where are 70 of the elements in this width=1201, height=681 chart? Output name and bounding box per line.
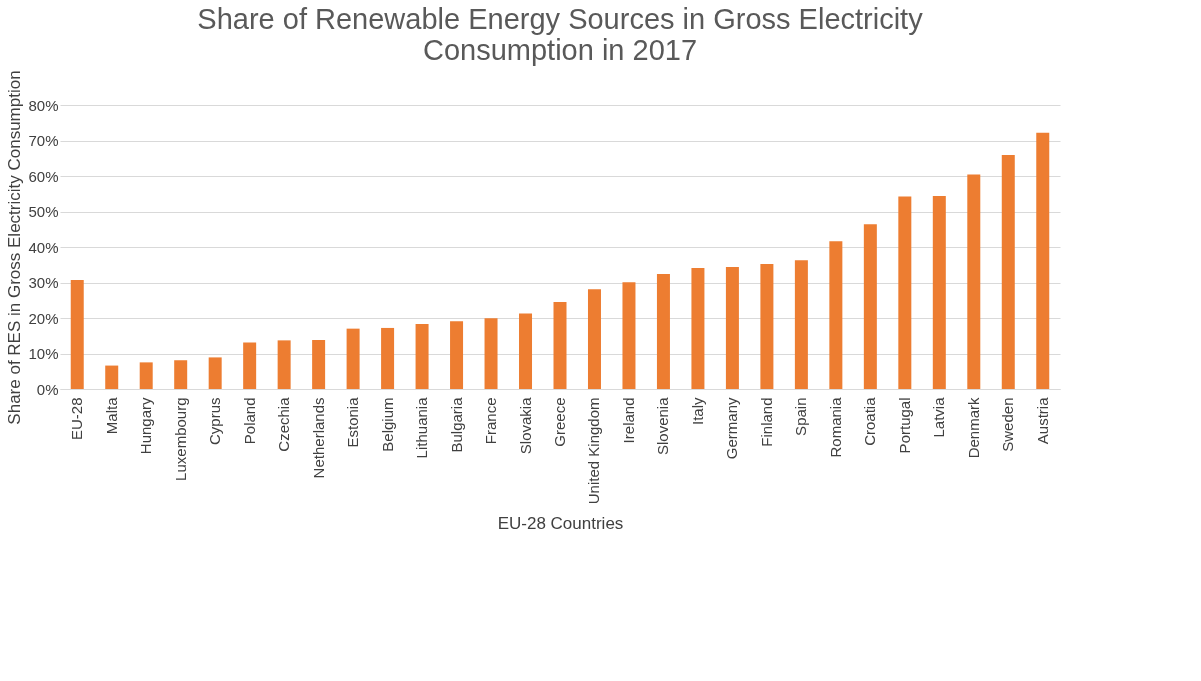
x-tick-label: Germany — [723, 397, 741, 460]
bar — [760, 264, 774, 389]
x-tick-label: Austria — [1033, 396, 1051, 445]
x-tick-label: Lithuania — [413, 396, 431, 459]
x-tick-label: Portugal — [895, 397, 913, 454]
bar — [70, 280, 84, 389]
bar — [484, 318, 498, 389]
x-tick-label: United Kingdom — [585, 397, 603, 505]
x-tick-label: Denmark — [964, 397, 982, 459]
bar — [450, 321, 464, 389]
x-tick-label: Slovakia — [516, 396, 534, 455]
y-tick-label: 40% — [28, 238, 59, 256]
bar — [932, 195, 946, 389]
bar — [967, 174, 981, 389]
bar — [1001, 155, 1015, 389]
x-tick-label: EU-28 — [68, 397, 86, 441]
x-tick-label: Netherlands — [309, 397, 327, 479]
y-tick-label: 10% — [28, 345, 59, 362]
y-tick-label: 50% — [28, 203, 59, 220]
bar — [415, 324, 429, 389]
bar — [794, 260, 808, 389]
bar — [622, 282, 636, 389]
bar — [656, 273, 670, 389]
x-tick-label: Spain — [792, 397, 810, 436]
x-tick-label: Estonia — [344, 396, 362, 448]
x-tick-label: Croatia — [861, 396, 879, 446]
x-tick-label: Bulgaria — [447, 396, 465, 453]
x-tick-label: Romania — [826, 396, 844, 458]
bar — [174, 360, 188, 389]
y-axis-title: Share of RES in Gross Electricity Consumption — [5, 70, 25, 425]
bar — [829, 241, 843, 389]
bar — [1036, 132, 1050, 389]
y-tick-label: 80% — [28, 96, 59, 114]
bar — [691, 267, 705, 389]
x-tick-label: Finland — [757, 397, 775, 447]
x-tick-label: Ireland — [619, 397, 637, 444]
bar — [553, 302, 567, 389]
y-tick-label: 20% — [28, 309, 59, 327]
bar — [105, 365, 119, 389]
x-tick-label: Czechia — [275, 396, 293, 452]
bar — [208, 357, 222, 389]
x-tick-label: Luxembourg — [171, 397, 189, 481]
x-tick-label: Hungary — [137, 397, 155, 455]
x-tick-label: Malta — [102, 396, 120, 435]
bar — [243, 342, 257, 389]
y-tick-label: 60% — [28, 167, 59, 185]
bar — [725, 266, 739, 389]
x-tick-label: Greece — [551, 397, 568, 447]
x-tick-label: Belgium — [378, 397, 396, 452]
y-tick-label: 70% — [28, 132, 59, 149]
y-tick-label: 30% — [28, 274, 59, 291]
bar — [346, 328, 360, 389]
bar — [587, 289, 601, 389]
bar — [277, 340, 291, 389]
x-tick-label: Cyprus — [206, 397, 224, 446]
bar — [863, 224, 877, 389]
x-tick-label: Italy — [688, 397, 706, 426]
x-tick-label: Sweden — [999, 397, 1017, 452]
text: Share of Renewable Energy Sources in Gross Electricity — [197, 2, 923, 35]
x-tick-label: Slovenia — [654, 396, 672, 456]
x-tick-label: Poland — [240, 397, 258, 445]
x-tick-label: France — [482, 397, 500, 445]
bar — [139, 362, 153, 389]
bar — [381, 327, 395, 389]
x-tick-label: Latvia — [930, 396, 948, 438]
bar — [312, 340, 326, 389]
y-tick-label: 0% — [36, 380, 59, 398]
x-axis-title: EU-28 Countries — [497, 514, 624, 534]
bar — [519, 313, 533, 389]
bar — [898, 196, 912, 389]
